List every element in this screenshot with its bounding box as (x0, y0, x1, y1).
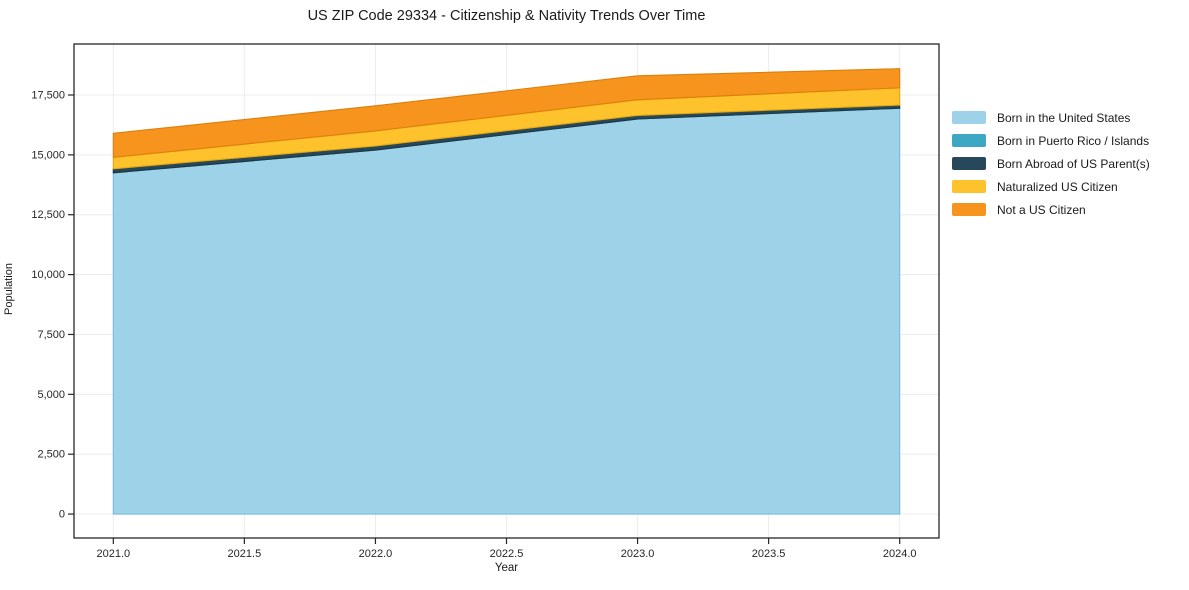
chart-title: US ZIP Code 29334 - Citizenship & Nativi… (307, 8, 706, 24)
y-tick-label: 17,500 (31, 90, 65, 102)
x-tick-label: 2024.0 (883, 548, 917, 560)
legend-label: Born in the United States (997, 110, 1131, 125)
legend-item-0: Born in the United States (952, 106, 1150, 129)
area-series-4 (112, 68, 901, 158)
y-tick-label: 12,500 (31, 209, 65, 221)
x-tick-label: 2022.5 (490, 548, 524, 560)
legend-label: Born in Puerto Rico / Islands (997, 133, 1150, 148)
y-tick-label: 7,500 (37, 329, 65, 341)
legend-swatch-icon (952, 111, 986, 124)
x-axis-title: Year (494, 562, 519, 574)
x-tick-label: 2022.0 (359, 548, 393, 560)
area-series-0 (112, 107, 901, 515)
legend-item-1: Born in Puerto Rico / Islands (952, 129, 1150, 152)
x-tick-label: 2021.0 (96, 548, 130, 560)
legend-label: Naturalized US Citizen (997, 179, 1118, 194)
legend: Born in the United States Born in Puerto … (952, 106, 1150, 221)
x-tick-label: 2023.5 (752, 548, 786, 560)
x-tick-label: 2021.5 (228, 548, 262, 560)
legend-swatch-icon (952, 180, 986, 193)
y-tick-label: 10,000 (31, 269, 65, 281)
y-tick-label: 2,500 (37, 449, 65, 461)
legend-label: Born Abroad of US Parent(s) (997, 156, 1150, 171)
y-tick-label: 0 (59, 509, 65, 521)
y-tick-label: 15,000 (31, 149, 65, 161)
legend-swatch-icon (952, 203, 986, 216)
legend-swatch-icon (952, 134, 986, 147)
legend-swatch-icon (952, 157, 986, 170)
legend-label: Not a US Citizen (997, 202, 1086, 217)
x-tick-label: 2023.0 (621, 548, 655, 560)
legend-item-3: Naturalized US Citizen (952, 175, 1150, 198)
y-tick-label: 5,000 (37, 389, 65, 401)
legend-item-2: Born Abroad of US Parent(s) (952, 152, 1150, 175)
legend-item-4: Not a US Citizen (952, 198, 1150, 221)
